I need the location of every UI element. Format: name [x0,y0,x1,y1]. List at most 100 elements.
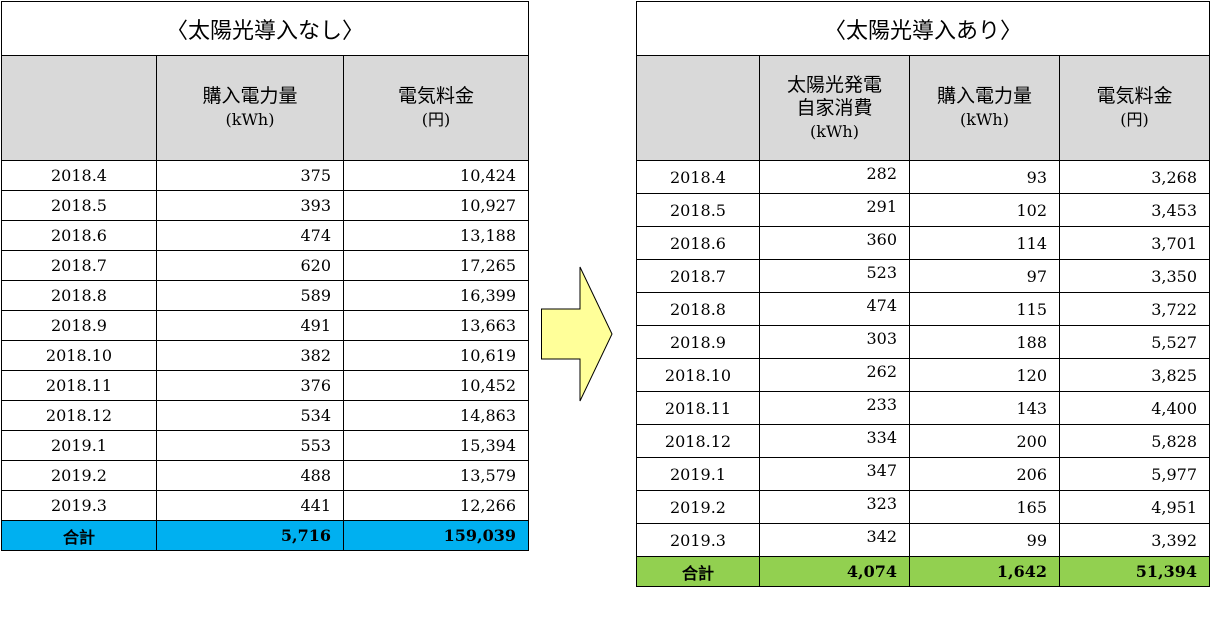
table-row: 2018.5 393 10,927 [1,190,530,221]
cell-solar: 342 [759,523,910,557]
cell-month: 2018.10 [1,340,157,371]
cell-cost: 5,527 [1058,325,1211,359]
cell-cost: 17,265 [342,250,530,281]
cell-month: 2018.6 [1,220,157,251]
cell-month: 2018.12 [1,400,157,431]
table-row: 2018.9 491 13,663 [1,310,530,341]
cell-purchased: 93 [909,160,1060,194]
total-row: 合計 4,074 1,642 51,394 [636,556,1211,587]
cell-purchased: 589 [156,280,344,311]
header-label: 購入電力量 [936,85,1032,107]
cell-purchased: 553 [156,430,344,461]
table-row: 2019.1 553 15,394 [1,430,530,461]
cell-solar: 474 [759,292,910,326]
table-row: 2018.10 262 120 3,825 [636,358,1211,392]
header-cost: 電気料金 (円) [1058,55,1211,161]
table-row: 2019.2 323 165 4,951 [636,490,1211,524]
table-row: 2018.11 376 10,452 [1,370,530,401]
total-label: 合計 [1,520,157,551]
cell-month: 2019.2 [636,490,760,524]
cell-purchased: 114 [909,226,1060,260]
cell-cost: 4,951 [1058,490,1211,524]
cell-cost: 10,452 [342,370,530,401]
cell-purchased: 375 [156,160,344,191]
cell-cost: 12,266 [342,490,530,521]
cell-cost: 3,825 [1058,358,1211,392]
table-row: 2018.9 303 188 5,527 [636,325,1211,359]
cell-cost: 13,188 [342,220,530,251]
table-row: 2018.5 291 102 3,453 [636,193,1211,227]
cell-month: 2018.7 [1,250,157,281]
right-arrow-icon [541,266,613,402]
cell-purchased: 474 [156,220,344,251]
cell-purchased: 620 [156,250,344,281]
cell-cost: 15,394 [342,430,530,461]
cell-cost: 10,927 [342,190,530,221]
table-row: 2018.7 523 97 3,350 [636,259,1211,293]
cell-purchased: 165 [909,490,1060,524]
header-purchased: 購入電力量 (kWh) [156,55,344,161]
cell-solar: 323 [759,490,910,524]
cell-solar: 360 [759,226,910,260]
cell-solar: 334 [759,424,910,458]
cell-cost: 13,663 [342,310,530,341]
table-row: 2018.6 360 114 3,701 [636,226,1211,260]
cell-month: 2018.5 [636,193,760,227]
cell-purchased: 491 [156,310,344,341]
cell-solar: 523 [759,259,910,293]
cell-month: 2018.5 [1,190,157,221]
table-title: 〈太陽光導入あり〉 [635,1,1211,56]
cell-purchased: 393 [156,190,344,221]
header-unit: (kWh) [960,110,1009,129]
cell-purchased: 102 [909,193,1060,227]
header-label: 太陽光発電 自家消費 [786,73,882,119]
table-title: 〈太陽光導入なし〉 [0,1,530,56]
header-cost: 電気料金 (円) [342,55,530,161]
cell-cost: 10,424 [342,160,530,191]
cell-purchased: 488 [156,460,344,491]
header-month [1,55,157,161]
table-row: 2019.3 342 99 3,392 [636,523,1211,557]
cell-purchased: 143 [909,391,1060,425]
header-solar: 太陽光発電 自家消費 (kWh) [759,55,910,161]
table-row: 2018.4 282 93 3,268 [636,160,1211,194]
cell-month: 2018.8 [1,280,157,311]
cell-month: 2018.10 [636,358,760,392]
cell-month: 2018.6 [636,226,760,260]
table-row: 2018.12 334 200 5,828 [636,424,1211,458]
cell-cost: 3,392 [1058,523,1211,557]
cell-month: 2018.7 [636,259,760,293]
cell-cost: 4,400 [1058,391,1211,425]
cell-cost: 5,977 [1058,457,1211,491]
cell-purchased: 97 [909,259,1060,293]
table-with-solar: 〈太陽光導入あり〉 太陽光発電 自家消費 (kWh) 購入電力量 (kWh) 電… [635,1,1211,587]
cell-month: 2019.3 [636,523,760,557]
cell-purchased: 206 [909,457,1060,491]
cell-purchased: 188 [909,325,1060,359]
header-label: 購入電力量 [202,85,298,107]
cell-cost: 3,350 [1058,259,1211,293]
header-unit: (kWh) [225,110,275,129]
cell-purchased: 382 [156,340,344,371]
cell-month: 2018.4 [1,160,157,191]
cell-solar: 303 [759,325,910,359]
total-cost: 159,039 [342,520,530,551]
header-month [636,55,760,161]
cell-month: 2018.4 [636,160,760,194]
cell-purchased: 534 [156,400,344,431]
cell-purchased: 115 [909,292,1060,326]
header-purchased: 購入電力量 (kWh) [909,55,1060,161]
cell-purchased: 200 [909,424,1060,458]
cell-cost: 5,828 [1058,424,1211,458]
cell-cost: 10,619 [342,340,530,371]
table-row: 2019.1 347 206 5,977 [636,457,1211,491]
total-cost: 51,394 [1058,556,1211,587]
cell-cost: 3,701 [1058,226,1211,260]
cell-solar: 347 [759,457,910,491]
cell-cost: 13,579 [342,460,530,491]
cell-month: 2019.2 [1,460,157,491]
total-purchased: 5,716 [156,520,344,551]
total-row: 合計 5,716 159,039 [1,520,530,551]
cell-month: 2018.9 [636,325,760,359]
cell-month: 2018.11 [636,391,760,425]
